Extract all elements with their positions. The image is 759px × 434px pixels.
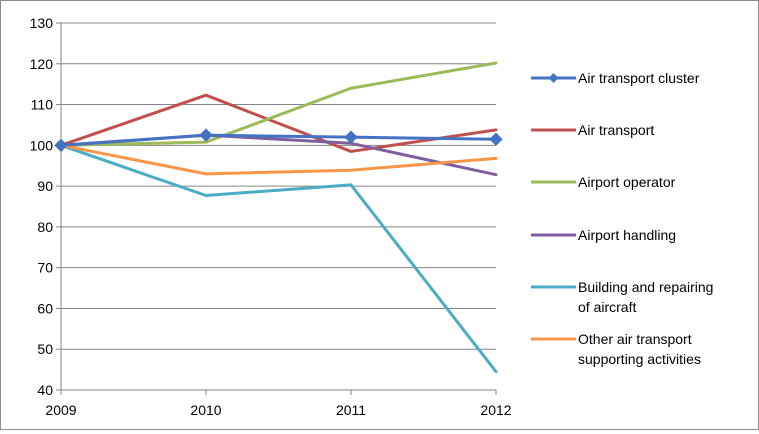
series-line (59, 133, 498, 147)
y-tick-label: 100 (30, 137, 54, 153)
y-tick-label: 50 (37, 341, 53, 357)
series-line (59, 61, 498, 147)
legend-label: Air transport (578, 122, 654, 138)
gridlines (61, 22, 496, 350)
y-tick-label: 60 (37, 300, 53, 316)
y-tick-label: 70 (37, 260, 53, 276)
data-point (489, 132, 503, 146)
legend-label: Building and repairing of aircraft (578, 279, 713, 315)
data-point (54, 138, 68, 153)
legend: Air transport cluster Air transport Airpor… (531, 70, 713, 367)
x-tick-label: 2012 (480, 402, 511, 418)
legend-marker (548, 73, 559, 83)
y-tick-label: 90 (37, 178, 53, 194)
y-tick-label: 120 (30, 56, 54, 72)
x-tick-label: 2010 (190, 402, 221, 418)
legend-label: Air transport cluster (578, 70, 700, 86)
legend-label: Airport operator (578, 174, 676, 190)
y-tick-label: 130 (30, 15, 54, 31)
axes: 40 50 60 70 80 90 100 110 120 130 2009 2010 2011 2012 (30, 15, 512, 418)
y-tick-label: 110 (31, 97, 54, 113)
y-tick-label: 80 (37, 219, 53, 235)
series-line (59, 93, 498, 153)
series-line (59, 143, 498, 374)
legend-label: Other air transport supporting activities (578, 331, 701, 367)
series-lines (54, 61, 503, 374)
legend-label: Airport handling (578, 227, 676, 243)
data-point (199, 128, 213, 142)
y-tick-label: 40 (37, 382, 53, 398)
x-tick-label: 2009 (45, 402, 76, 418)
x-tick-label: 2011 (336, 402, 366, 418)
series-line (59, 143, 498, 176)
data-point (344, 130, 358, 144)
